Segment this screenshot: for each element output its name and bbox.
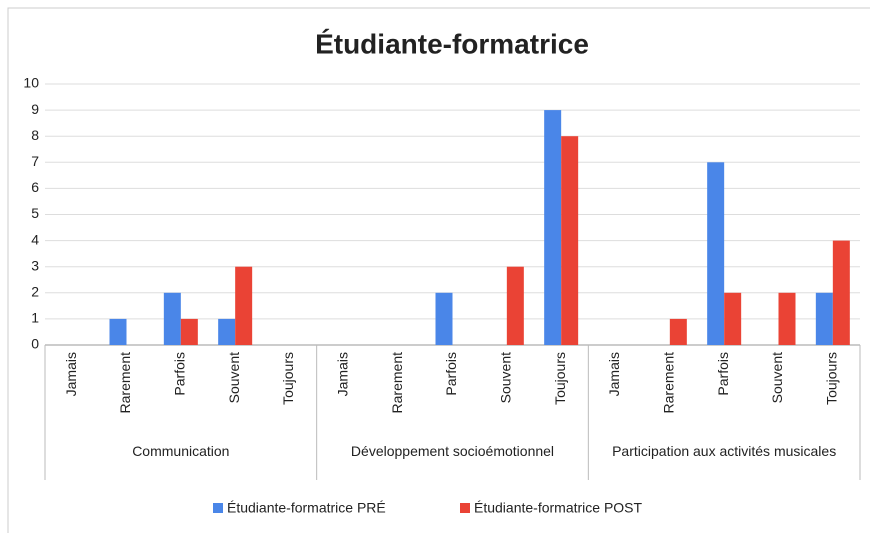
x-tick-label: Rarement	[661, 352, 677, 414]
x-tick-label: Souvent	[498, 352, 514, 403]
y-tick-label: 6	[31, 179, 39, 195]
bar	[724, 292, 742, 345]
x-tick-label: Parfois	[715, 352, 731, 396]
bar	[778, 292, 796, 345]
bar	[707, 162, 725, 345]
bar	[815, 292, 833, 345]
bar	[435, 292, 453, 345]
x-tick-label: Jamais	[63, 352, 79, 396]
bar	[669, 318, 687, 345]
bar	[218, 318, 236, 345]
legend-swatch	[460, 503, 470, 513]
x-tick-label: Parfois	[172, 352, 188, 396]
y-tick-label: 5	[31, 205, 39, 221]
group-label: Développement socioémotionnel	[350, 443, 555, 459]
x-tick-label: Toujours	[824, 352, 840, 405]
x-tick-label: Jamais	[606, 352, 622, 396]
x-tick-label: Rarement	[117, 352, 133, 414]
group-label: Communication	[132, 443, 230, 459]
y-tick-label: 0	[31, 336, 39, 352]
legend-label: Étudiante-formatrice POST	[474, 500, 643, 516]
chart-frame	[7, 7, 870, 533]
bar	[561, 136, 579, 345]
y-tick-label: 3	[31, 257, 39, 273]
bar	[544, 110, 562, 345]
y-tick-label: 8	[31, 127, 39, 143]
chart-title: Étudiante-formatrice	[315, 28, 589, 59]
x-tick-label: Rarement	[389, 352, 405, 414]
y-tick-label: 9	[31, 101, 39, 117]
x-tick-label: Toujours	[280, 352, 296, 405]
y-tick-label: 4	[31, 231, 39, 247]
x-tick-label: Souvent	[769, 352, 785, 403]
bar	[506, 266, 524, 345]
bar	[109, 318, 127, 345]
x-tick-label: Parfois	[443, 352, 459, 396]
group-label: Participation aux activités musicales	[612, 443, 837, 459]
x-tick-label: Toujours	[552, 352, 568, 405]
y-tick-label: 7	[31, 153, 39, 169]
y-tick-label: 10	[23, 75, 39, 91]
bar	[163, 292, 181, 345]
legend-swatch	[213, 503, 223, 513]
y-tick-label: 2	[31, 284, 39, 300]
x-tick-label: Souvent	[226, 352, 242, 403]
legend-label: Étudiante-formatrice PRÉ	[227, 500, 386, 516]
y-tick-label: 1	[31, 310, 39, 326]
bar	[235, 266, 253, 345]
bar	[832, 240, 850, 345]
x-tick-label: Jamais	[335, 352, 351, 396]
bar	[180, 318, 198, 345]
